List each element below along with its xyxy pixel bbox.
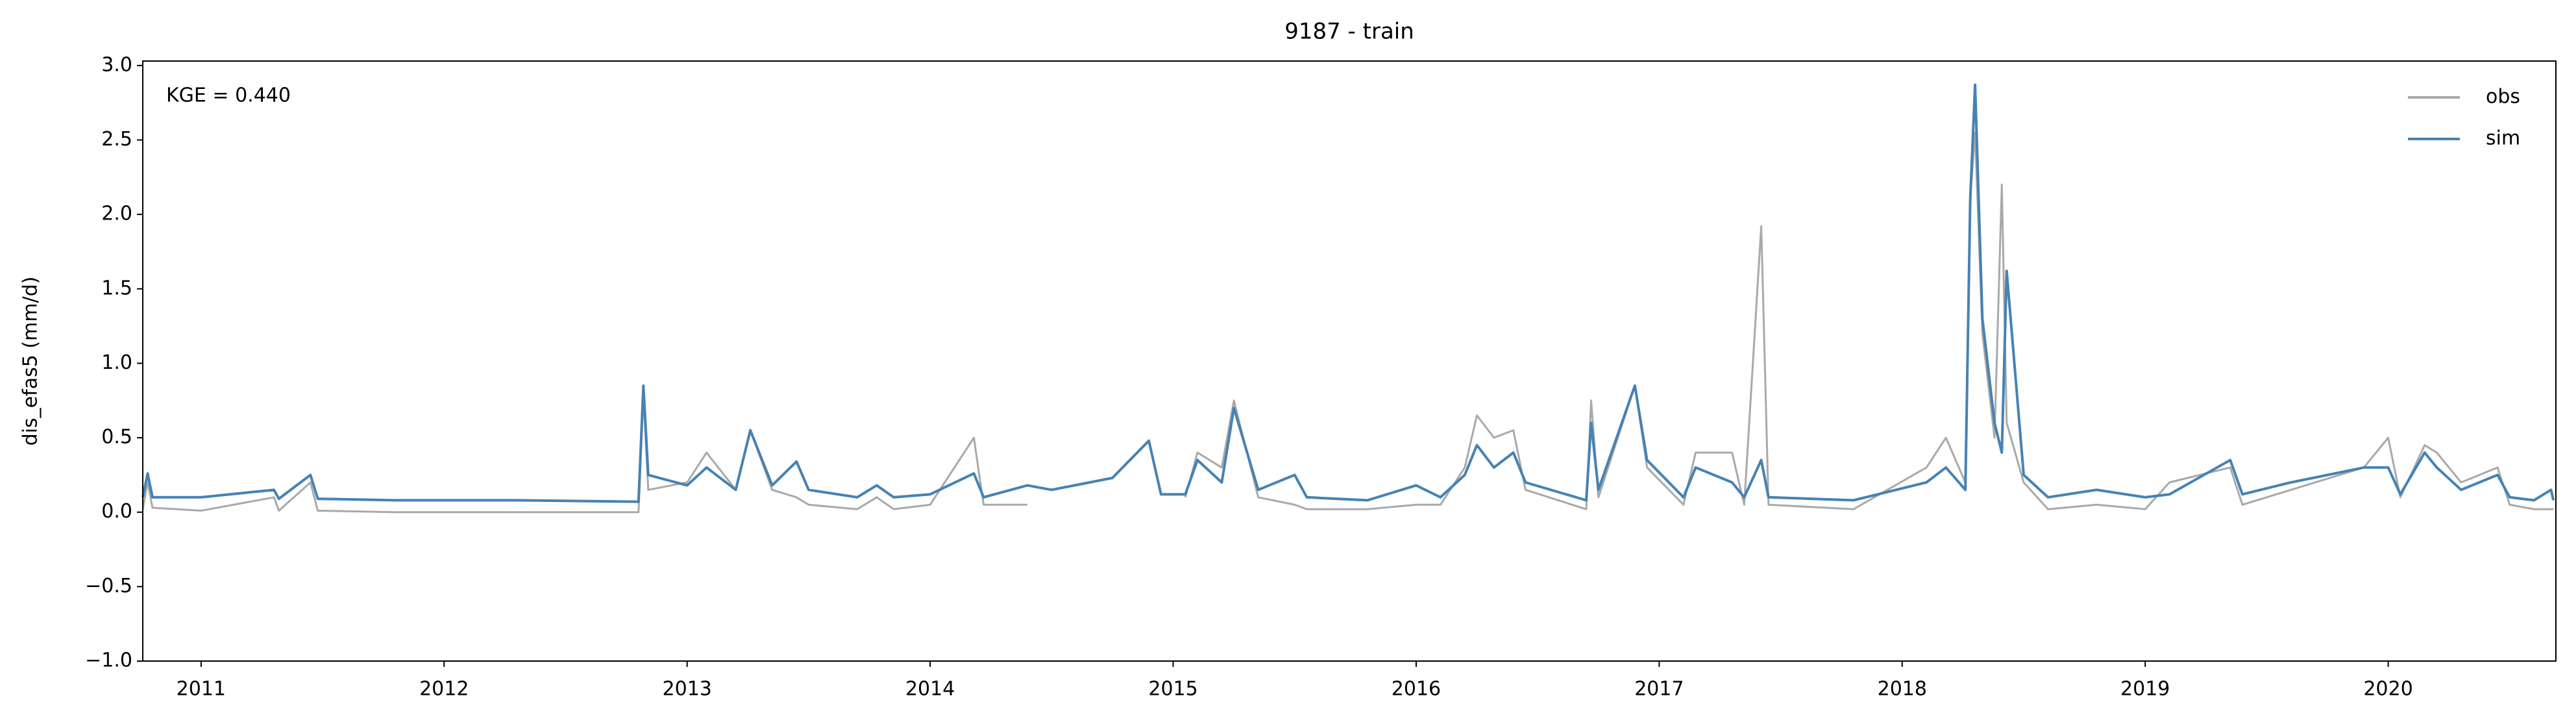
- y-tick-label: 2.5: [101, 128, 132, 151]
- y-tick-label: 3.0: [101, 53, 132, 76]
- x-tick-label: 2011: [177, 678, 226, 701]
- y-tick-label: 0.0: [101, 500, 132, 523]
- x-tick-label: 2014: [905, 678, 955, 701]
- series-line: [141, 392, 1027, 514]
- chart-title: 9187 - train: [1284, 19, 1414, 45]
- legend-label: obs: [2486, 86, 2520, 108]
- x-tick-label: 2013: [663, 678, 712, 701]
- y-tick-label: 1.5: [101, 277, 132, 299]
- y-tick-label: −0.5: [85, 575, 132, 597]
- x-tick-label: 2020: [2363, 678, 2412, 701]
- annotation: KGE = 0.440: [166, 84, 291, 107]
- y-tick-label: −1.0: [85, 649, 132, 672]
- x-tick-label: 2019: [2120, 678, 2170, 701]
- y-tick-label: 1.0: [101, 351, 132, 374]
- legend-label: sim: [2486, 127, 2520, 150]
- x-tick-label: 2016: [1392, 678, 1441, 701]
- x-tick-label: 2017: [1634, 678, 1684, 701]
- y-axis-label: dis_efas5 (mm/d): [19, 277, 42, 446]
- x-tick-label: 2018: [1878, 678, 1927, 701]
- series-line: [1184, 131, 2554, 510]
- plot-frame: [142, 60, 2557, 662]
- y-tick-label: 0.5: [101, 426, 132, 449]
- x-tick-label: 2012: [419, 678, 469, 701]
- series-line: [141, 83, 2555, 503]
- y-tick-label: 2.0: [101, 203, 132, 225]
- x-tick-label: 2015: [1148, 678, 1197, 701]
